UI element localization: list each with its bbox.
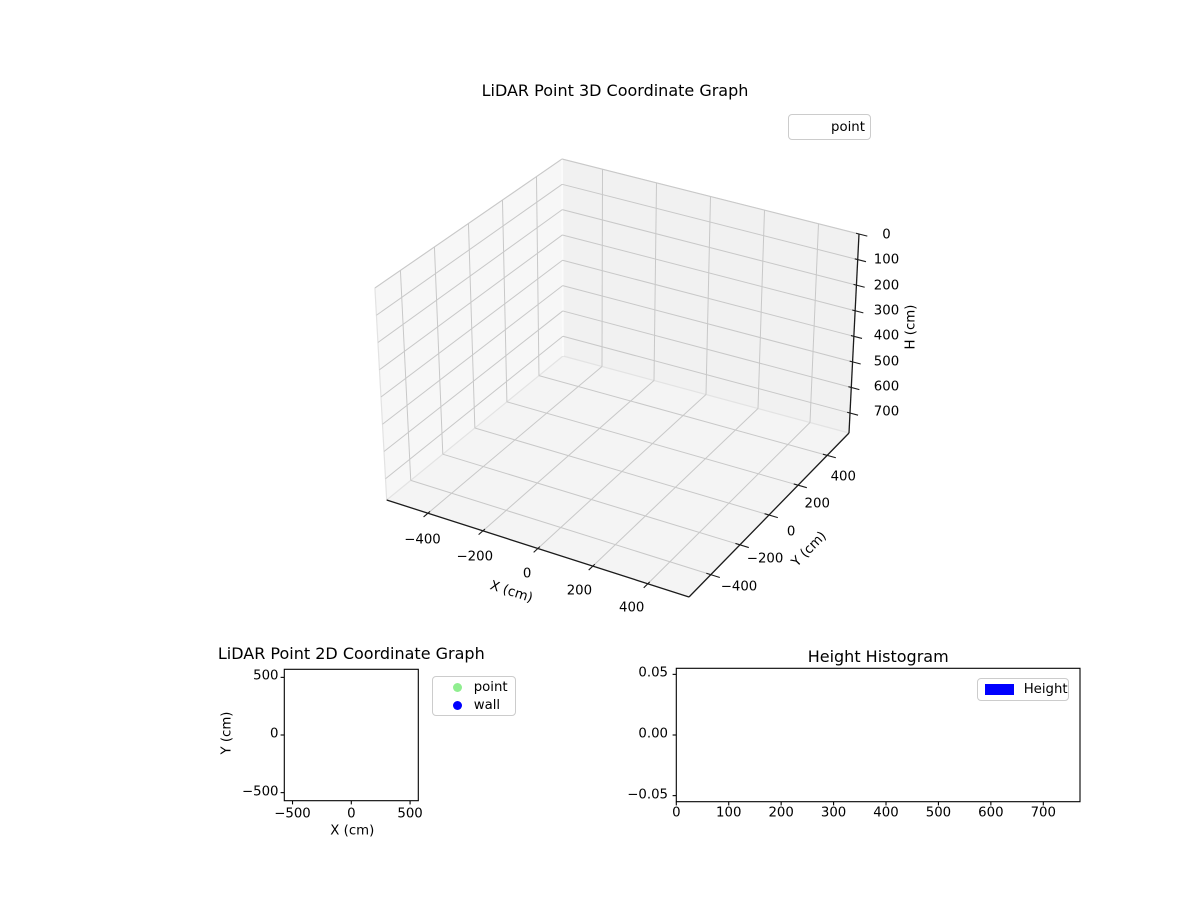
tick-label-y-3d: 0 (786, 524, 796, 540)
tick-label-x-hist: 700 (1030, 805, 1056, 821)
legend-label-wall-2d: wall (473, 697, 501, 713)
tick-label-y-hist: 0.05 (638, 666, 668, 682)
tick-label-x-hist: 600 (978, 805, 1004, 821)
tick-label-x-hist: 100 (716, 805, 742, 821)
tick-label-x-hist: 500 (925, 805, 952, 821)
tick-label-z-3d: 600 (873, 379, 900, 395)
tick-label-y-3d: 400 (830, 469, 856, 485)
wall-marker-swatch (452, 700, 462, 710)
legend-3d: point (788, 114, 871, 140)
legend-label-point-3d: point (831, 119, 865, 135)
tick-label-x-3d: 0 (522, 566, 532, 582)
tick-label-y-3d: −400 (720, 579, 758, 595)
tick-label-x-2d: −500 (274, 806, 311, 822)
z-axis-label-3d: H (cm) (903, 304, 919, 350)
tick-label-x-hist: 0 (672, 805, 681, 821)
tick-label-x-3d: −200 (456, 549, 494, 565)
tick-label-x-hist: 200 (768, 805, 794, 821)
invisible-scatter-marker (797, 122, 827, 132)
tick-label-y-2d: −500 (241, 784, 279, 800)
y-axis-label-2d: Y (cm) (219, 711, 235, 755)
chart-title-2d: LiDAR Point 2D Coordinate Graph (217, 644, 485, 664)
tick-label-z-3d: 700 (873, 404, 900, 420)
tick-label-z-3d: 400 (873, 329, 900, 344)
legend-2d: point wall (431, 676, 516, 716)
tick-label-y-2d: 500 (253, 669, 279, 685)
chart-title-3d: LiDAR Point 3D Coordinate Graph (481, 81, 749, 101)
tick-label-z-3d: 500 (873, 354, 900, 370)
legend-label-height: Height (1023, 682, 1068, 698)
tick-label-y-3d: 200 (804, 496, 830, 512)
x-axis-label-2d: X (cm) (330, 823, 375, 839)
tick-label-x-hist: 400 (873, 805, 899, 821)
height-patch-swatch (984, 684, 1014, 696)
tick-label-x-3d: −400 (404, 532, 441, 548)
chart-title-histogram: Height Histogram (807, 647, 949, 667)
tick-label-x-3d: 200 (566, 583, 593, 599)
legend-histogram: Height (976, 678, 1070, 701)
tick-label-y-3d: −200 (746, 552, 784, 568)
tick-label-z-3d: 100 (873, 253, 900, 269)
point-marker-swatch (452, 682, 462, 692)
tick-label-x-3d: 400 (618, 600, 645, 616)
tick-label-y-hist: −0.05 (627, 787, 668, 803)
legend-label-point-2d: point (473, 679, 508, 695)
tick-label-z-3d: 0 (882, 227, 891, 243)
tick-label-z-3d: 200 (873, 278, 900, 294)
legend-entry-point: point (440, 678, 515, 696)
tick-label-x-2d: 0 (347, 806, 356, 822)
tick-label-y-2d: 0 (270, 726, 279, 742)
tick-label-y-hist: 0.00 (638, 726, 668, 742)
tick-label-x-hist: 300 (820, 805, 847, 821)
tick-label-z-3d: 300 (873, 303, 900, 319)
tick-label-x-2d: 500 (397, 806, 423, 822)
legend-entry-wall: wall (440, 696, 515, 714)
